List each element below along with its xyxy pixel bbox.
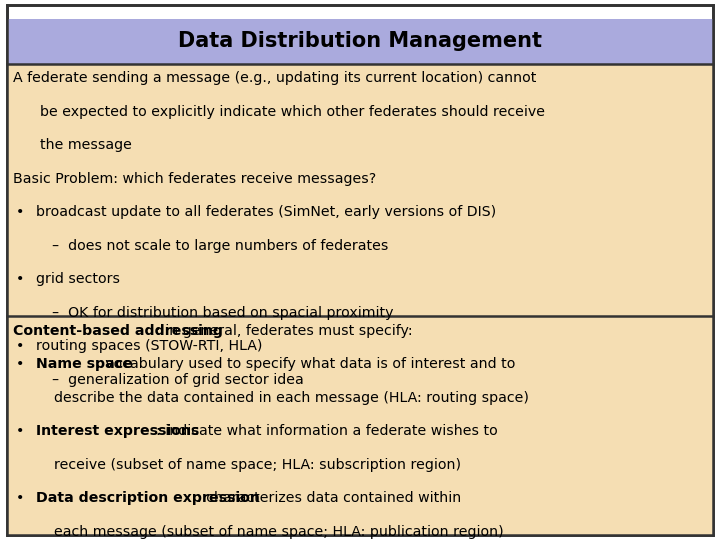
Bar [7, 19, 713, 64]
Text: be expected to explicitly indicate which other federates should receive: be expected to explicitly indicate which… [40, 105, 544, 119]
Bar [7, 64, 713, 316]
Text: receive (subset of name space; HLA: subscription region): receive (subset of name space; HLA: subs… [54, 458, 461, 472]
Text: each message (subset of name space; HLA: publication region): each message (subset of name space; HLA:… [54, 525, 503, 539]
Text: •: • [16, 424, 24, 438]
Text: broadcast update to all federates (SimNet, early versions of DIS): broadcast update to all federates (SimNe… [36, 205, 496, 219]
Text: : vocabulary used to specify what data is of interest and to: : vocabulary used to specify what data i… [96, 357, 515, 372]
Text: •: • [16, 205, 24, 219]
Text: Basic Problem: which federates receive messages?: Basic Problem: which federates receive m… [13, 172, 377, 186]
Text: •: • [16, 339, 24, 353]
Text: Content-based addressing: Content-based addressing [13, 324, 223, 338]
Text: Data description expression: Data description expression [36, 491, 260, 505]
Text: Interest expressions: Interest expressions [36, 424, 199, 438]
Text: : characterizes data contained within: : characterizes data contained within [197, 491, 462, 505]
Text: the message: the message [40, 138, 132, 152]
Text: A federate sending a message (e.g., updating its current location) cannot: A federate sending a message (e.g., upda… [13, 71, 536, 85]
Text: –  does not scale to large numbers of federates: – does not scale to large numbers of fed… [52, 239, 388, 253]
Text: •: • [16, 272, 24, 286]
Bar [7, 316, 713, 535]
Text: –  OK for distribution based on spacial proximity: – OK for distribution based on spacial p… [52, 306, 393, 320]
Text: : indicate what information a federate wishes to: : indicate what information a federate w… [156, 424, 498, 438]
Text: –  generalization of grid sector idea: – generalization of grid sector idea [52, 373, 304, 387]
Text: : in general, federates must specify:: : in general, federates must specify: [156, 324, 413, 338]
Text: grid sectors: grid sectors [36, 272, 120, 286]
Text: routing spaces (STOW-RTI, HLA): routing spaces (STOW-RTI, HLA) [36, 339, 262, 353]
Text: •: • [16, 491, 24, 505]
Text: Name space: Name space [36, 357, 132, 372]
Text: Data Distribution Management: Data Distribution Management [178, 31, 542, 51]
Text: •: • [16, 357, 24, 372]
Text: describe the data contained in each message (HLA: routing space): describe the data contained in each mess… [54, 391, 529, 405]
